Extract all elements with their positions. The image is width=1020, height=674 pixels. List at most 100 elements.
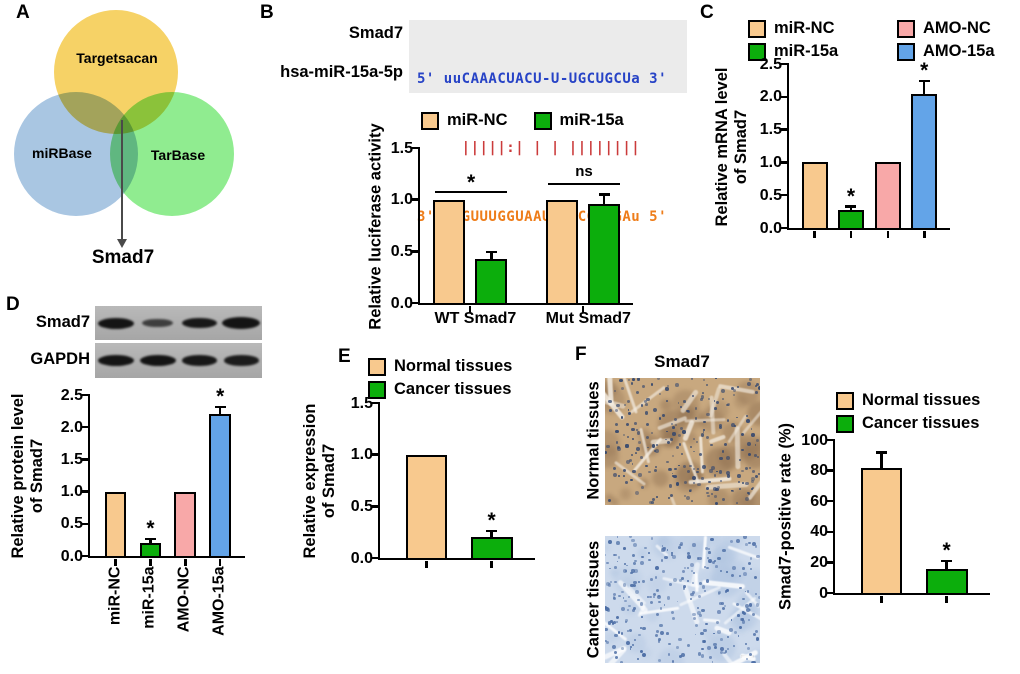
tissue-nucleus	[634, 569, 638, 574]
tissue-nucleus	[631, 538, 635, 542]
tissue-nucleus	[656, 630, 659, 634]
tissue-nucleus	[631, 453, 634, 456]
x-tick-mark	[813, 230, 817, 238]
legend-label: miR-NC	[774, 19, 835, 37]
tissue-nucleus	[668, 642, 671, 646]
tissue-nucleus	[610, 620, 613, 623]
tissue-nucleus	[645, 422, 650, 427]
tissue-nucleus	[655, 612, 659, 616]
tissue-nucleus	[707, 480, 711, 484]
y-tick-mark	[780, 62, 789, 66]
tissue-nucleus	[703, 628, 708, 633]
tissue-nucleus	[621, 632, 624, 635]
bar-mir-nc	[545, 199, 578, 303]
blot-band	[223, 355, 259, 366]
tissue-nucleus	[654, 633, 659, 638]
y-tick-label: 100	[801, 431, 828, 449]
tissue-nucleus	[666, 632, 669, 635]
tissue-nucleus	[706, 566, 710, 570]
tissue-nucleus	[751, 433, 755, 437]
tissue-nucleus	[622, 475, 625, 478]
bar-amo-15a	[911, 93, 938, 228]
y-tick-mark	[780, 193, 789, 197]
legend-label: Normal tissues	[862, 391, 981, 409]
tissue-nucleus	[689, 562, 694, 567]
tissue-nucleus	[719, 602, 723, 606]
tissue-nucleus	[675, 382, 679, 387]
bar-cancer-tissues	[470, 537, 513, 558]
y-tick-label: 60	[810, 492, 828, 510]
tissue-nucleus	[676, 646, 679, 649]
tissue-nucleus	[625, 480, 629, 484]
tissue-nucleus	[701, 647, 705, 651]
tissue-nucleus	[639, 627, 642, 629]
tissue-nucleus	[692, 543, 697, 548]
tissue-nucleus	[631, 438, 635, 441]
y-tick-label: 2.5	[60, 386, 83, 404]
tissue-nucleus	[703, 420, 706, 424]
tissue-nucleus	[745, 604, 750, 609]
tissue-nucleus	[706, 486, 709, 490]
tissue-nucleus	[658, 417, 662, 420]
tissue-nucleus	[605, 451, 607, 454]
bar-mir-15a	[588, 203, 621, 303]
tissue-nucleus	[630, 427, 635, 432]
tissue-nucleus	[700, 395, 704, 399]
tissue-nucleus	[609, 409, 613, 413]
tissue-nucleus	[655, 495, 658, 498]
tissue-nucleus	[714, 501, 718, 505]
tissue-nucleus	[630, 382, 634, 385]
tissue-nucleus	[679, 426, 684, 431]
legend-label: AMO-NC	[923, 19, 991, 37]
tissue-nucleus	[702, 378, 706, 381]
tissue-nucleus	[748, 562, 752, 566]
tissue-nucleus	[727, 647, 730, 651]
legend-item: miR-15a	[533, 111, 624, 130]
significance-label: ns	[575, 163, 593, 181]
tissue-nucleus	[613, 650, 617, 655]
tissue-nucleus	[700, 654, 705, 658]
x-axis-label: miR-15a	[140, 566, 158, 629]
tissue-patch	[657, 536, 669, 548]
tissue-nucleus	[634, 452, 637, 455]
tissue-nucleus	[671, 426, 675, 430]
y-tick-label: 1.5	[60, 450, 83, 468]
legend-item: AMO-NC	[897, 19, 995, 38]
tissue-nucleus	[619, 378, 623, 383]
legend-swatch	[897, 42, 915, 61]
blot-band	[97, 317, 134, 329]
tissue-nucleus	[644, 411, 649, 415]
tissue-nucleus	[666, 596, 671, 600]
tissue-nucleus	[633, 562, 636, 565]
tissue-nucleus	[682, 464, 686, 468]
y-tick-label: 40	[810, 523, 828, 541]
tissue-nucleus	[670, 438, 674, 441]
tissue-nucleus	[692, 475, 697, 480]
tissue-nucleus	[665, 387, 669, 391]
legend-item: Normal tissues	[836, 391, 980, 410]
tissue-nucleus	[620, 416, 623, 419]
tissue-nucleus	[653, 596, 656, 599]
tissue-nucleus	[670, 553, 674, 556]
tissue-nucleus	[631, 609, 635, 613]
sequence-top-strand: 5' uuCAAACUACU-U-UGCUGCUa 3'	[417, 71, 668, 87]
tissue-nucleus	[608, 621, 612, 625]
y-tick-label: 0	[819, 584, 828, 602]
tissue-nucleus	[739, 626, 742, 630]
tissue-nucleus	[686, 644, 690, 648]
x-tick-mark	[218, 558, 222, 566]
tissue-nucleus	[669, 493, 674, 498]
tissue-nucleus	[650, 600, 654, 604]
mrna-y-axis-label: Relative mRNA level of Smad7	[713, 67, 750, 227]
tissue-nucleus	[735, 602, 739, 606]
legend-swatch	[368, 357, 386, 376]
tissue-nucleus	[662, 570, 665, 573]
tissue-nucleus	[625, 641, 630, 645]
tissue-nucleus	[639, 602, 643, 606]
tissue-nucleus	[744, 590, 747, 593]
tissue-nucleus	[631, 469, 636, 474]
x-tick-mark	[581, 305, 585, 313]
tissue-nucleus	[635, 589, 640, 594]
bar-normal-tissues	[405, 454, 448, 558]
luciferase-chart: 0.0 0.5 1.0 1.5 * ns WT Smad7 Mut Smad7	[391, 140, 633, 327]
